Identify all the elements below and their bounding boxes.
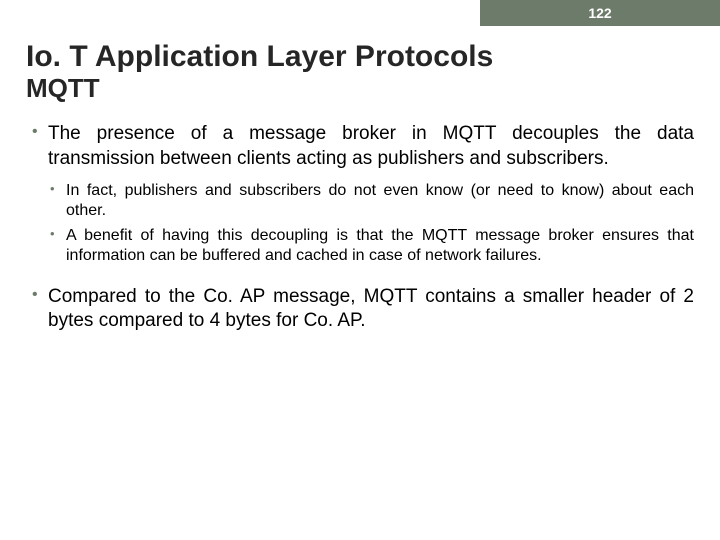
bullet-main: The presence of a message broker in MQTT… <box>26 122 694 171</box>
bullet-list: Compared to the Co. AP message, MQTT con… <box>26 285 694 334</box>
header-bar: 122 <box>480 0 720 26</box>
bullet-list: The presence of a message broker in MQTT… <box>26 122 694 171</box>
slide-subtitle: MQTT <box>26 73 694 104</box>
page-number: 122 <box>588 5 611 21</box>
bullet-text: The presence of a message broker in MQTT… <box>48 123 694 168</box>
sub-bullet-list: In fact, publishers and subscribers do n… <box>26 181 694 267</box>
bullet-sub: A benefit of having this decoupling is t… <box>26 226 694 267</box>
slide-title: Io. T Application Layer Protocols <box>26 40 694 73</box>
slide-content: Io. T Application Layer Protocols MQTT T… <box>0 0 720 333</box>
bullet-main: Compared to the Co. AP message, MQTT con… <box>26 285 694 334</box>
bullet-sub: In fact, publishers and subscribers do n… <box>26 181 694 222</box>
bullet-sub-text: A benefit of having this decoupling is t… <box>66 227 694 264</box>
bullet-text: Compared to the Co. AP message, MQTT con… <box>48 286 694 331</box>
bullet-sub-text: In fact, publishers and subscribers do n… <box>66 182 694 219</box>
